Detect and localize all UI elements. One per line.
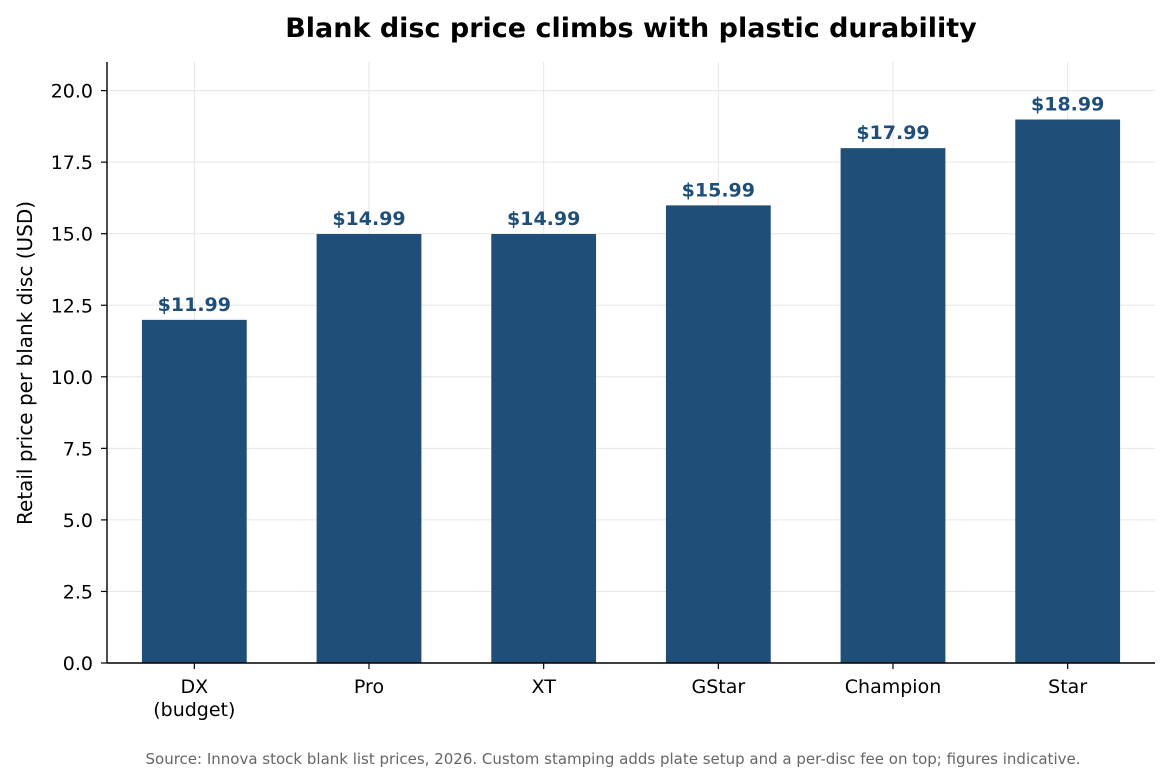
bar [491, 234, 596, 663]
x-tick-label: Champion [845, 676, 941, 698]
y-tick-label: 7.5 [63, 438, 93, 460]
x-ticks: DX (budget) Pro XT GStar Champion Star [153, 663, 1087, 721]
chart-title: Blank disc price climbs with plastic dur… [285, 13, 977, 44]
y-tick-label: 17.5 [51, 152, 93, 174]
bar [142, 320, 247, 663]
bar-value-label: $15.99 [682, 179, 755, 201]
y-tick-label: 20.0 [51, 81, 93, 103]
x-tick-label: XT [532, 676, 557, 698]
bar [1015, 120, 1120, 663]
bar-value-label: $14.99 [507, 208, 580, 230]
y-axis-label: Retail price per blank disc (USD) [13, 201, 37, 525]
x-tick-label: Pro [354, 676, 384, 698]
y-tick-label: 5.0 [63, 510, 93, 532]
y-tick-label: 10.0 [51, 367, 93, 389]
y-tick-label: 15.0 [51, 224, 93, 246]
bar-value-label: $14.99 [332, 208, 405, 230]
y-tick-label: 2.5 [63, 581, 93, 603]
bar [317, 234, 422, 663]
bar-value-label: $18.99 [1031, 94, 1104, 116]
source-footnote: Source: Innova stock blank list prices, … [146, 750, 1081, 768]
bar-value-label: $17.99 [856, 122, 929, 144]
grid [107, 62, 1155, 663]
x-tick-label: DX (budget) [153, 676, 235, 721]
data-labels: $11.99 $14.99 $14.99 $15.99 $17.99 $18.99 [158, 94, 1105, 316]
axes [107, 62, 1155, 663]
bars [142, 120, 1120, 663]
y-ticks: 0.0 2.5 5.0 7.5 10.0 12.5 15.0 17.5 20.0 [51, 81, 107, 675]
bar [666, 205, 771, 663]
x-tick-label: GStar [691, 676, 745, 698]
bar [841, 148, 946, 663]
bar-value-label: $11.99 [158, 294, 231, 316]
y-tick-label: 0.0 [63, 653, 93, 675]
y-tick-label: 12.5 [51, 295, 93, 317]
x-tick-label: Star [1048, 676, 1087, 698]
